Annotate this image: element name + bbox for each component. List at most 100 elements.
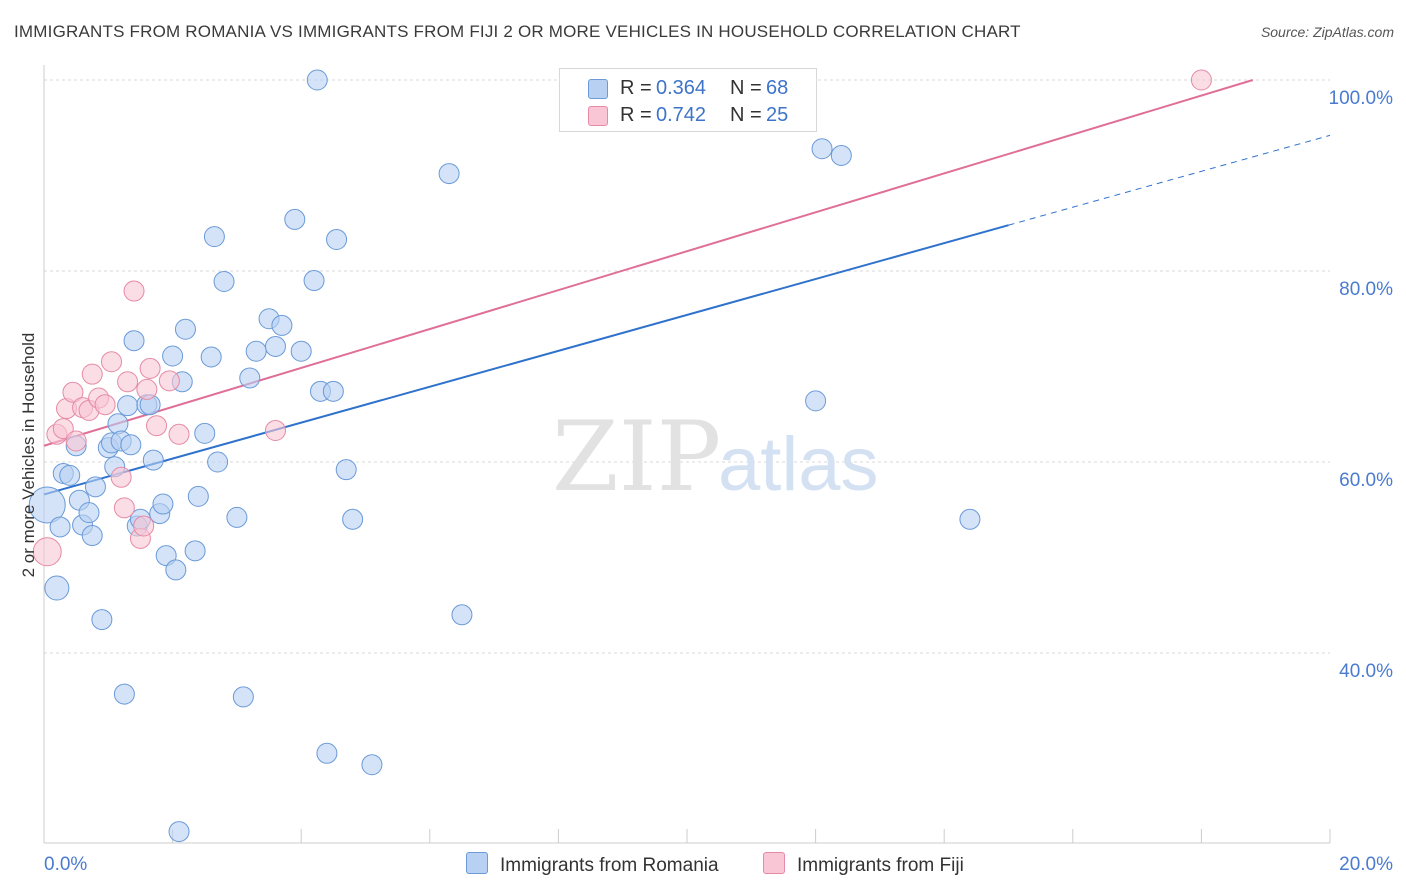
romania-point <box>78 502 100 524</box>
romania-point <box>168 821 190 843</box>
romania-point <box>203 226 225 248</box>
bottom-legend-swatch-fiji <box>763 852 785 874</box>
romania-point <box>245 340 267 362</box>
fiji-point <box>65 430 87 452</box>
legend-swatch-romania <box>588 79 608 99</box>
romania-point <box>91 609 113 631</box>
romania-point <box>830 144 852 166</box>
bottom-legend-romania: Immigrants from Romania <box>466 852 719 877</box>
romania-point <box>49 516 71 538</box>
chart-title: IMMIGRANTS FROM ROMANIA VS IMMIGRANTS FR… <box>14 22 1021 41</box>
romania-point <box>162 345 184 367</box>
romania-point <box>342 508 364 530</box>
watermark-zip: ZIP <box>552 401 721 513</box>
romania-point <box>120 434 142 456</box>
romania-point <box>194 422 216 444</box>
romania-point <box>805 390 827 412</box>
romania-point <box>213 271 235 293</box>
romania-point <box>107 413 129 435</box>
romania-point <box>326 228 348 250</box>
fiji-point <box>52 418 74 440</box>
romania-point <box>284 208 306 230</box>
romania-point <box>232 686 254 708</box>
y-tick-label: 100.0% <box>1329 88 1394 109</box>
fiji-point <box>264 419 286 441</box>
romania-point <box>81 525 103 547</box>
romania-point <box>59 464 81 486</box>
romania-point <box>271 314 293 336</box>
fiji-point <box>62 381 84 403</box>
romania-point <box>438 163 460 185</box>
fiji-point <box>123 280 145 302</box>
romania-point <box>811 138 833 160</box>
romania-point <box>306 69 328 91</box>
fiji-point <box>158 370 180 392</box>
fiji-point <box>139 357 161 379</box>
y-tick-label: 60.0% <box>1339 470 1393 491</box>
legend-n-label-romania: N = <box>730 77 762 99</box>
bottom-legend-label-romania: Immigrants from Romania <box>500 855 719 876</box>
romania-point <box>303 270 325 292</box>
watermark: ZIP atlas <box>552 401 879 513</box>
fiji-point <box>81 363 103 385</box>
y-axis-label: 2 or more Vehicles in Household <box>19 333 38 578</box>
fiji-point <box>94 394 116 416</box>
legend-n-value-fiji: 25 <box>766 104 789 126</box>
romania-point <box>28 486 66 524</box>
romania-point <box>316 742 338 764</box>
romania-point <box>335 459 357 481</box>
y-tick-label: 80.0% <box>1339 279 1393 300</box>
romania-point <box>361 754 383 776</box>
stats-legend: R = 0.364 N = 68 R = 0.742 N = 25 <box>559 68 817 132</box>
legend-r-value-fiji: 0.742 <box>656 104 707 126</box>
romania-point <box>264 335 286 357</box>
romania-point <box>200 346 222 368</box>
romania-point <box>44 575 70 601</box>
gridlines <box>44 79 1330 654</box>
fiji-point <box>1190 69 1212 91</box>
romania-point <box>187 485 209 507</box>
fiji-point <box>146 415 168 437</box>
romania-point <box>113 683 135 705</box>
bottom-legend-label-fiji: Immigrants from Fiji <box>797 855 964 876</box>
fiji-point <box>133 515 155 537</box>
y-tick-label: 40.0% <box>1339 661 1393 682</box>
bottom-legend-fiji: Immigrants from Fiji <box>763 852 964 877</box>
x-tick-label: 20.0% <box>1339 854 1393 875</box>
romania-point <box>959 508 981 530</box>
legend-r-label-romania: R = <box>620 77 652 99</box>
fiji-point <box>113 497 135 519</box>
source-label: Source: ZipAtlas.com <box>1260 24 1394 40</box>
romania-point <box>451 604 473 626</box>
fiji-point <box>117 371 139 393</box>
fiji-point <box>168 423 190 445</box>
romania-point <box>84 476 106 498</box>
legend-r-value-romania: 0.364 <box>656 77 707 99</box>
romania-point <box>239 367 261 389</box>
fiji-trend-line <box>43 79 1254 447</box>
legend-swatch-fiji <box>588 106 608 126</box>
fiji-point <box>110 466 132 488</box>
fiji-point <box>136 378 158 400</box>
romania-point <box>117 395 139 417</box>
romania-point <box>290 340 312 362</box>
romania-point <box>123 330 145 352</box>
romania-point <box>152 493 174 515</box>
x-tick-label: 0.0% <box>44 854 87 875</box>
legend-n-value-romania: 68 <box>766 77 789 99</box>
romania-point <box>184 540 206 562</box>
fiji-point <box>101 351 123 373</box>
axes <box>43 65 1331 844</box>
data-points <box>28 69 1212 843</box>
romania-trend-extension <box>1008 134 1331 226</box>
romania-point <box>207 451 229 473</box>
romania-point <box>174 318 196 340</box>
romania-point <box>165 559 187 581</box>
legend-r-label-fiji: R = <box>620 104 652 126</box>
romania-point <box>142 449 164 471</box>
fiji-point <box>32 537 62 567</box>
romania-point <box>226 506 248 528</box>
romania-point <box>322 380 344 402</box>
romania-trend-line <box>43 224 1009 496</box>
